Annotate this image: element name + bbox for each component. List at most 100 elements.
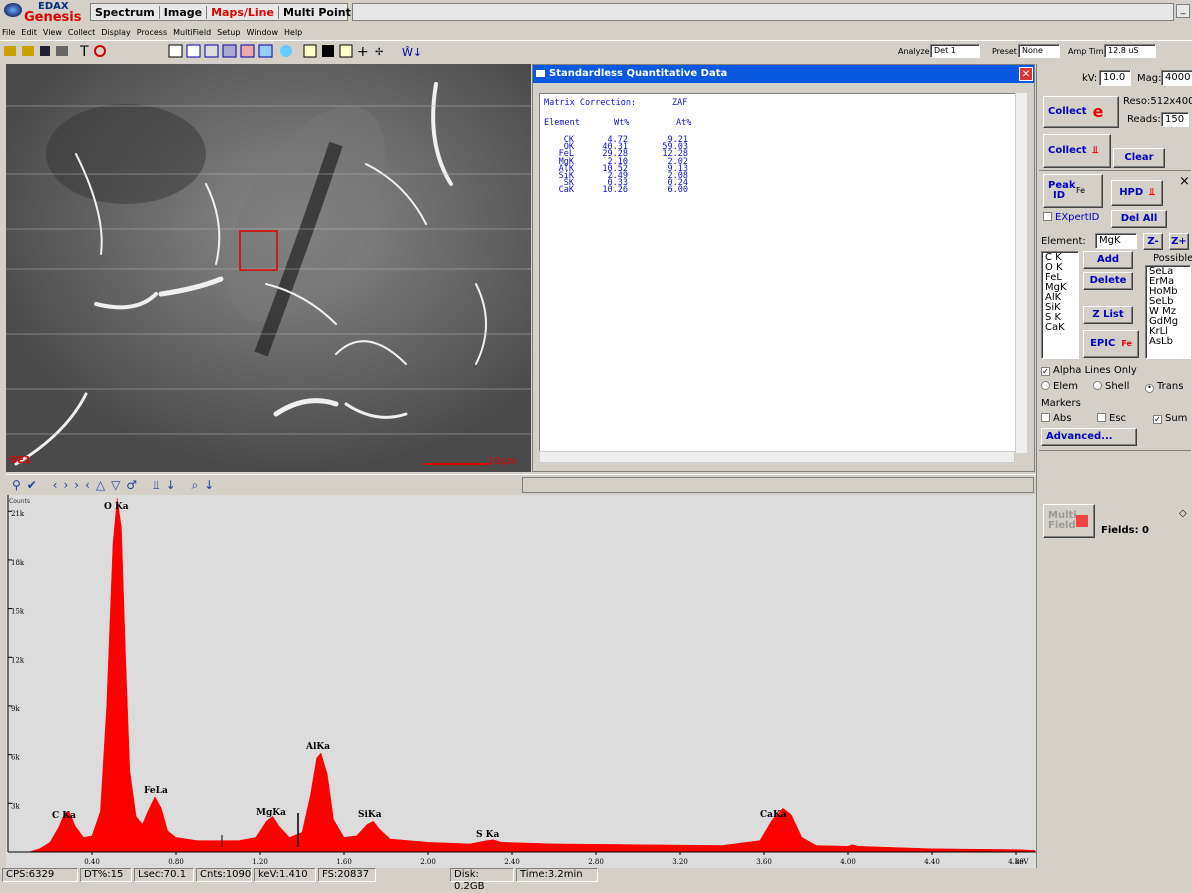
- radio: •: [1145, 384, 1154, 393]
- toolbar-icons: T +✢Ŵ↓: [4, 43, 464, 59]
- marker-checkbox[interactable]: Abs: [1041, 413, 1071, 424]
- y-axis-label: Counts: [9, 498, 30, 505]
- quant-window: Standardless Quantitative Data ✕ Matrix …: [532, 64, 1035, 472]
- v-scrollbar[interactable]: [1015, 93, 1027, 453]
- spectrum-tool-icons: ⚲✔ ‹››‹△▽♂ ⫫↓ ⌕↓: [12, 478, 220, 493]
- clear-button[interactable]: Clear: [1113, 148, 1165, 168]
- advanced-button[interactable]: Advanced...: [1041, 428, 1137, 446]
- tab-strip: [352, 3, 1174, 21]
- expert-checkbox[interactable]: EXpertID: [1043, 212, 1099, 223]
- marker-label: Abs: [1053, 413, 1071, 424]
- z-plus-button[interactable]: Z+: [1169, 233, 1189, 250]
- mode-label: Shell: [1105, 381, 1129, 392]
- tab[interactable]: Image: [160, 6, 207, 19]
- kv-label: kV:: [1082, 73, 1097, 84]
- amp-select[interactable]: 12.8 uS: [1104, 44, 1156, 58]
- expand-icon[interactable]: ◇: [1179, 508, 1187, 519]
- epic-label: EPIC: [1090, 339, 1115, 349]
- svg-text:+: +: [357, 44, 369, 59]
- z-minus-button[interactable]: Z-: [1143, 233, 1163, 250]
- fields-label: Fields: 0: [1101, 525, 1149, 536]
- add-button[interactable]: Add: [1083, 251, 1133, 269]
- menu-item[interactable]: Help: [284, 28, 302, 39]
- marker-label: Sum: [1165, 413, 1187, 424]
- matrix-value: ZAF: [672, 98, 687, 108]
- menu-item[interactable]: Process: [137, 28, 167, 39]
- kv-input[interactable]: 10.0: [1099, 70, 1131, 86]
- tab[interactable]: Maps/Line: [207, 6, 279, 19]
- electron-icon: e: [1093, 107, 1104, 117]
- menu-item[interactable]: Edit: [21, 28, 37, 39]
- mode-radio[interactable]: Shell: [1093, 381, 1129, 392]
- alpha-checkbox[interactable]: ✓Alpha Lines Only: [1041, 365, 1137, 376]
- checkbox: [1097, 413, 1106, 422]
- status-field: Time:3.2min: [516, 868, 598, 882]
- minimize[interactable]: _: [1176, 4, 1190, 18]
- column-header: At%: [676, 118, 691, 128]
- scale-label: 10µm: [488, 456, 517, 467]
- status-field: DT%:15: [80, 868, 132, 882]
- peak-label: AlKa: [305, 742, 330, 752]
- close-x[interactable]: ×: [1179, 174, 1190, 189]
- mode-radio[interactable]: Elem: [1041, 381, 1078, 392]
- x-axis-label: keV: [1015, 858, 1029, 866]
- collect-spectrum-button[interactable]: Collect⫫: [1043, 134, 1111, 168]
- marker-checkbox[interactable]: ✓Sum: [1153, 413, 1187, 424]
- analyzer-select[interactable]: Det 1: [930, 44, 980, 58]
- svg-text:Ŵ↓: Ŵ↓: [402, 46, 422, 59]
- menu-item[interactable]: File: [2, 28, 15, 39]
- spectrum-toolbar: ⚲✔ ‹››‹△▽♂ ⫫↓ ⌕↓: [6, 474, 1036, 494]
- x-tick-label: 2.80: [588, 858, 604, 866]
- x-tick-label: 3.60: [756, 858, 772, 866]
- close-button[interactable]: ✕: [1019, 67, 1033, 81]
- menu-item[interactable]: MultiField: [173, 28, 211, 39]
- h-scrollbar[interactable]: [539, 451, 1015, 463]
- y-tick-label: 6k: [11, 754, 20, 762]
- amp-label: Amp Time: [1068, 47, 1108, 56]
- reads-input[interactable]: 150: [1161, 112, 1189, 127]
- possible-item[interactable]: AsLb: [1149, 337, 1187, 347]
- tab[interactable]: Spectrum: [91, 6, 160, 19]
- marker-checkbox[interactable]: Esc: [1097, 413, 1126, 424]
- menu-item[interactable]: Setup: [217, 28, 240, 39]
- x-tick-label: 0.80: [168, 858, 184, 866]
- menu-item[interactable]: View: [43, 28, 62, 39]
- y-tick-label: 12k: [11, 656, 25, 664]
- y-tick-label: 18k: [11, 559, 25, 567]
- status-field: FS:20837: [318, 868, 376, 882]
- y-tick-label: 21k: [11, 510, 25, 518]
- x-tick-label: 4.00: [840, 858, 856, 866]
- hpd-button[interactable]: HPD⫫: [1111, 180, 1163, 206]
- menu-item[interactable]: Display: [101, 28, 131, 39]
- y-tick-label: 3k: [11, 802, 20, 810]
- preset-select[interactable]: None: [1018, 44, 1060, 58]
- menu-item[interactable]: Window: [246, 28, 278, 39]
- genesis-window: {"header":{"logo":["EDAX","Genesis"],"ta…: [0, 0, 1192, 882]
- cell: 6.00: [668, 186, 688, 194]
- element-input[interactable]: MgK: [1095, 233, 1137, 249]
- x-tick-label: 2.40: [504, 858, 520, 866]
- status-field: Cnts:1090: [196, 868, 252, 882]
- tab[interactable]: Multi Point: [279, 6, 356, 19]
- multi-field-button[interactable]: Multi Field: [1043, 504, 1095, 538]
- element-item[interactable]: CaK: [1045, 323, 1075, 333]
- fe-icon: Fe: [1076, 186, 1085, 196]
- preset-label: Preset: [992, 47, 1017, 56]
- delete-button[interactable]: Delete: [1083, 272, 1133, 290]
- mode-radio[interactable]: •Trans: [1145, 381, 1183, 393]
- x-tick-label: 2.00: [420, 858, 436, 866]
- spectrum-chart: 3k6k9k12k15k18k21k0.400.801.201.602.002.…: [6, 495, 1036, 868]
- element-label: Element:: [1041, 236, 1086, 247]
- mag-input[interactable]: 4000: [1161, 70, 1192, 86]
- z-list-button[interactable]: Z List: [1083, 306, 1133, 324]
- menu-item[interactable]: Collect: [68, 28, 95, 39]
- peak-label: CaKa: [760, 810, 787, 820]
- x-tick-label: 4.40: [924, 858, 940, 866]
- del-all-button[interactable]: Del All: [1111, 210, 1167, 228]
